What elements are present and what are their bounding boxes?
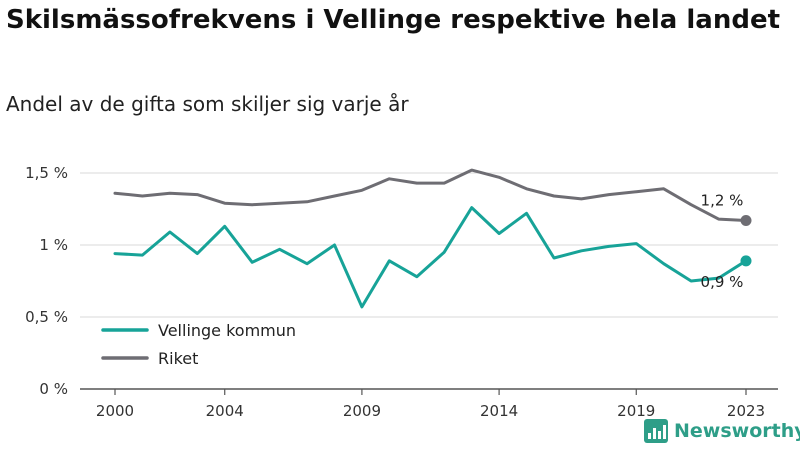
series-end-point xyxy=(740,215,752,227)
series-line-riket xyxy=(113,168,748,222)
series-line-vellinge xyxy=(113,206,748,309)
series-end-label: 0,9 % xyxy=(701,273,744,291)
y-tick-label: 1 % xyxy=(39,236,68,254)
legend-label: Riket xyxy=(158,349,198,368)
y-tick-label: 0,5 % xyxy=(25,308,68,326)
bar-chart-icon xyxy=(644,419,668,443)
series-end-point xyxy=(740,255,752,267)
x-tick-label: 2009 xyxy=(343,402,381,420)
y-tick-label: 1,5 % xyxy=(25,164,68,182)
x-tick-label: 2000 xyxy=(96,402,134,420)
x-tick-label: 2004 xyxy=(206,402,244,420)
chart-title: Skilsmässofrekvens i Vellinge respektive… xyxy=(6,5,781,35)
x-tick-label: 2023 xyxy=(727,402,765,420)
chart-subtitle: Andel av de gifta som skiljer sig varje … xyxy=(6,92,409,116)
legend-label: Vellinge kommun xyxy=(158,321,296,340)
brand-name: Newsworthy xyxy=(674,420,800,442)
series-end-label: 1,2 % xyxy=(701,192,744,210)
x-tick-label: 2019 xyxy=(617,402,655,420)
x-tick-label: 2014 xyxy=(480,402,518,420)
newsworthy-logo: Newsworthy xyxy=(644,419,800,443)
y-tick-label: 0 % xyxy=(39,380,68,398)
